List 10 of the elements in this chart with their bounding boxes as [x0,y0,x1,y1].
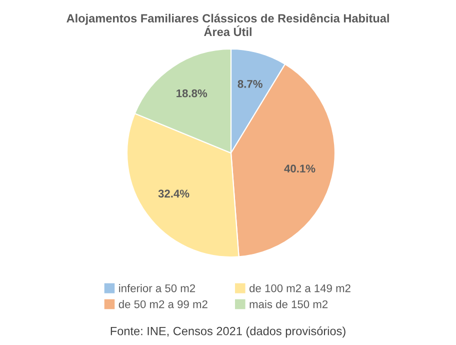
legend-label: de 50 m2 a 99 m2 [118,300,208,308]
data-label: 18.8% [176,89,208,98]
source-note: Fonte: INE, Censos 2021 (dados provisórios) [110,326,346,338]
data-label: 40.1% [284,164,316,172]
data-label: 32.4% [158,190,190,198]
chart-title: Alojamentos Familiares Clássicos de Residência Habitual Área Útil [66,14,389,36]
data-label: 8.7% [238,80,262,88]
legend-label: inferior a 50 m2 [119,284,196,292]
legend-label: mais de 150 m2 [250,300,328,308]
legend-label: de 100 m2 a 149 m2 [250,284,350,292]
